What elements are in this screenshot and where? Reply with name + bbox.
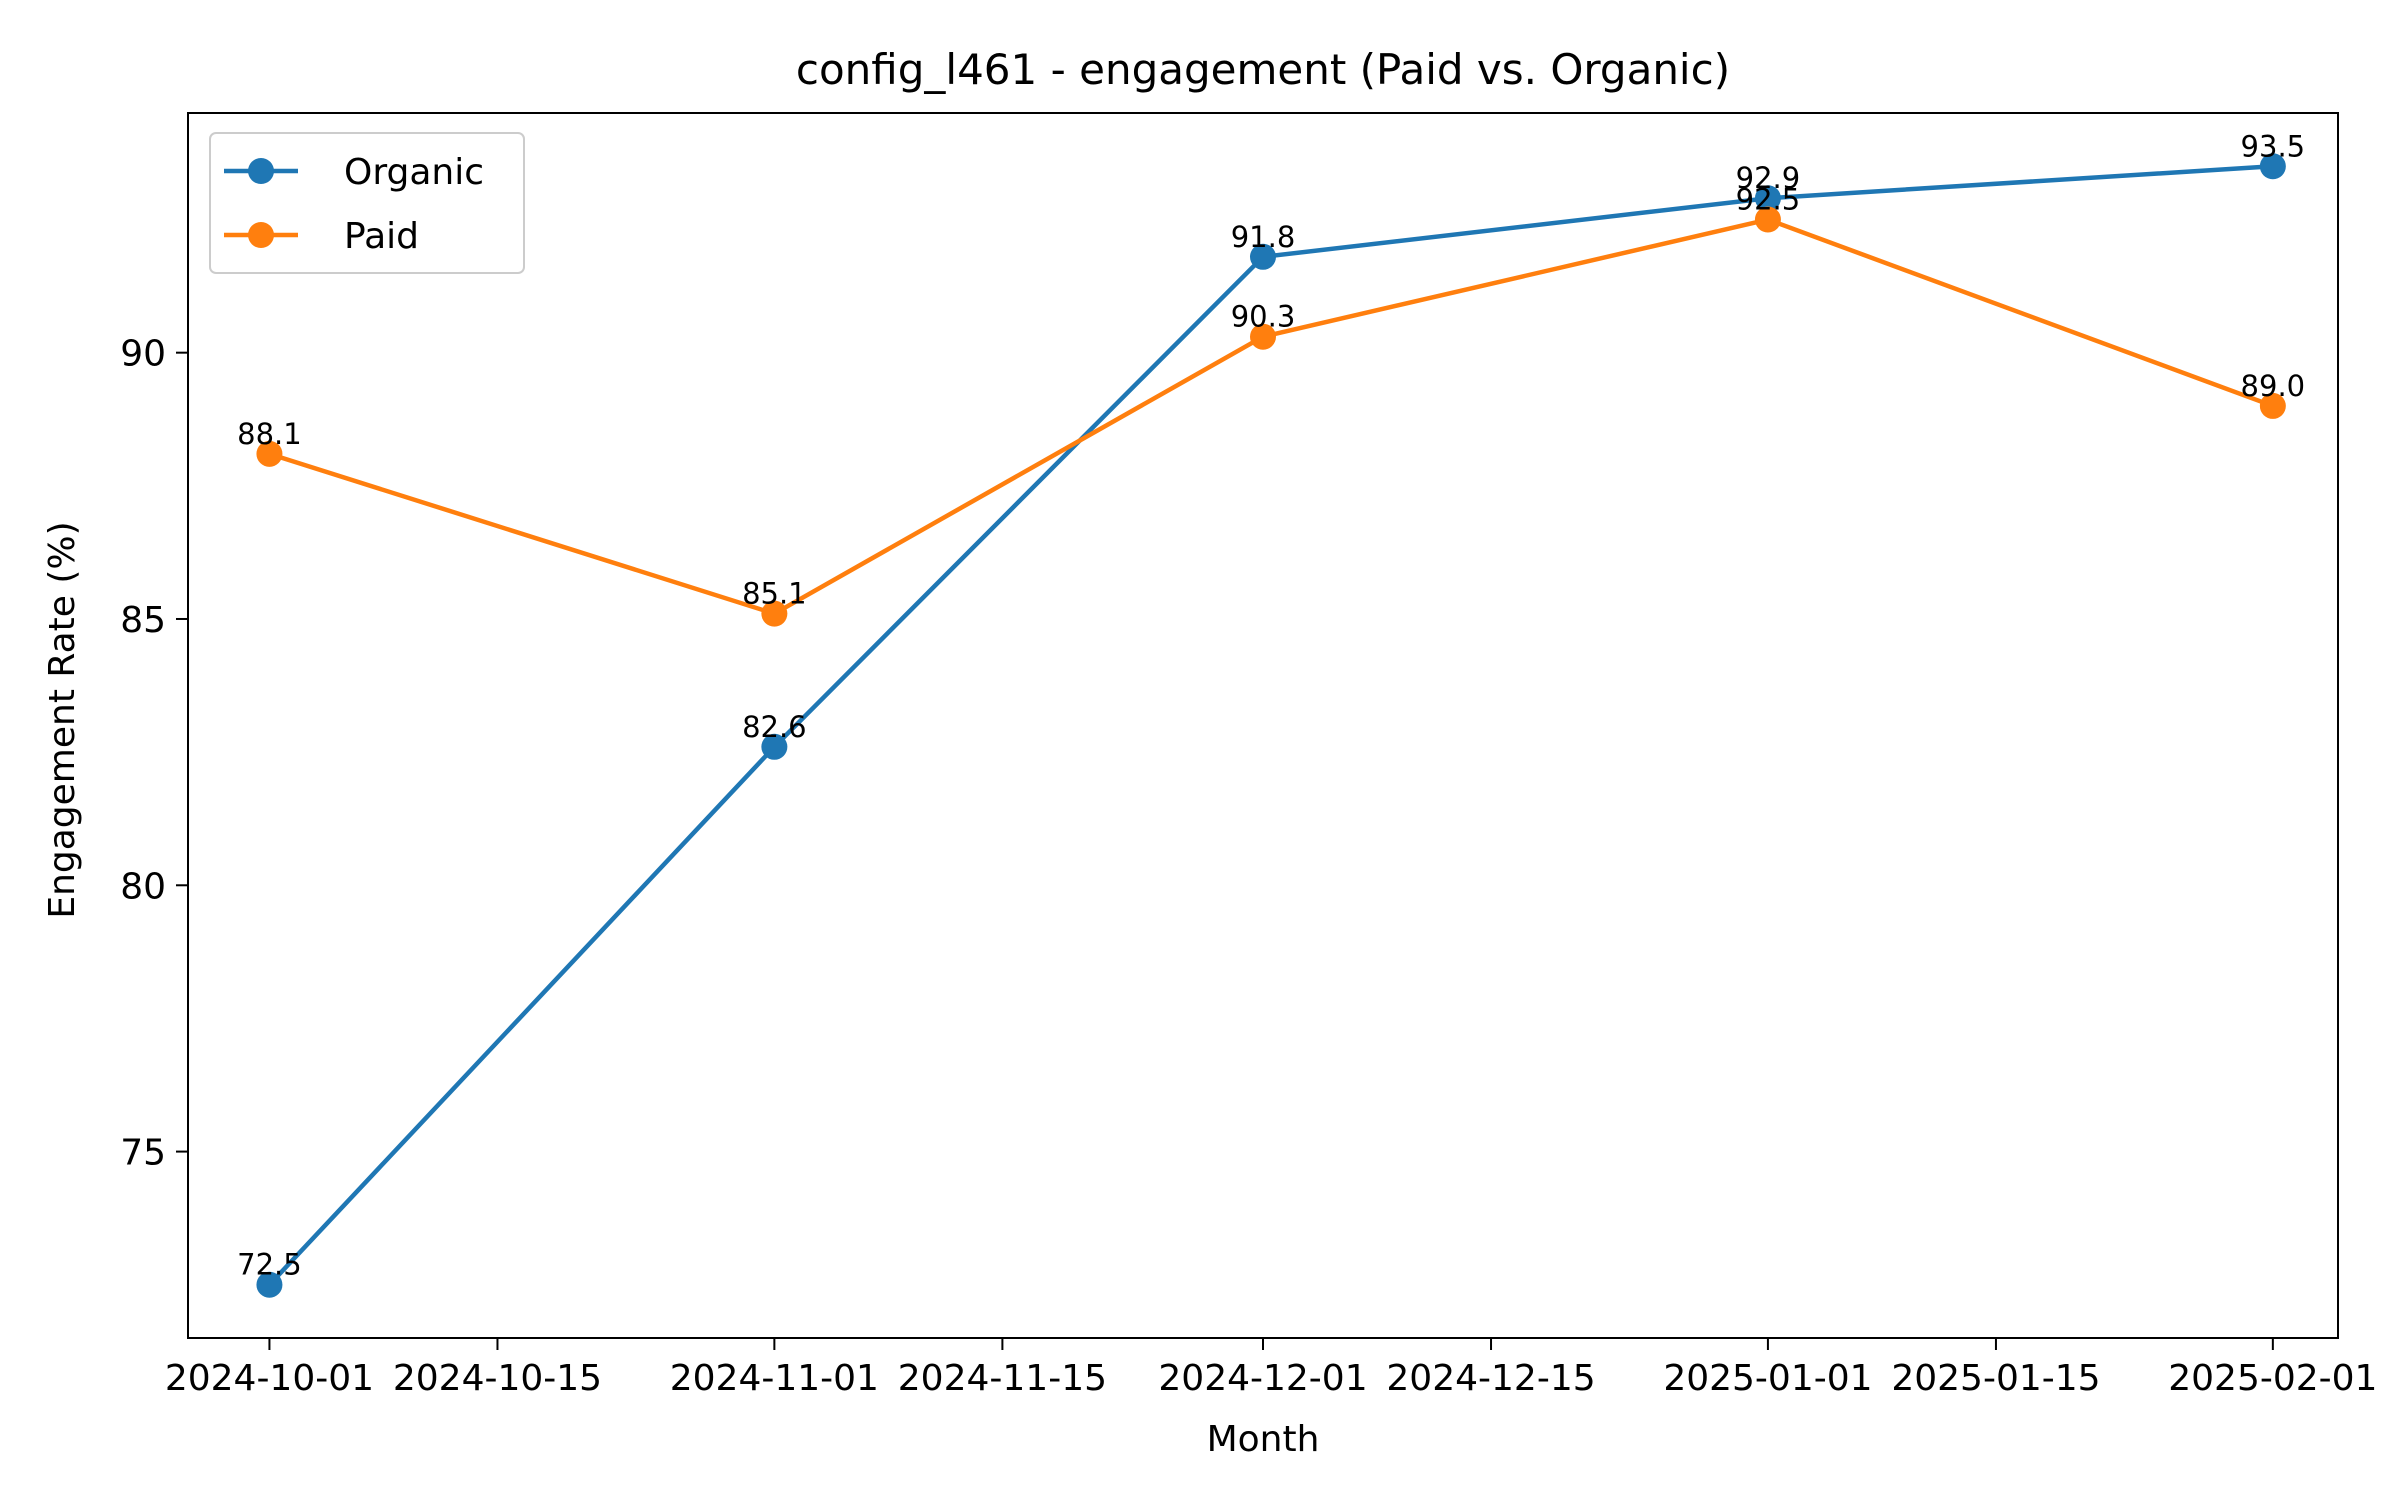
x-tick-label: 2024-11-01 xyxy=(670,1358,879,1399)
organic-data-point xyxy=(256,1271,283,1298)
legend-organic-marker xyxy=(248,158,274,184)
organic-data-point xyxy=(761,733,788,760)
x-tick-label: 2024-10-01 xyxy=(165,1358,374,1399)
y-tick-label: 75 xyxy=(120,1133,166,1174)
x-tick-label: 2024-11-15 xyxy=(898,1358,1107,1399)
y-tick-label: 90 xyxy=(120,334,166,375)
y-tick-label: 80 xyxy=(120,866,166,907)
organic-data-label: 92.9 xyxy=(1736,161,1801,195)
paid-data-label: 89.0 xyxy=(2241,369,2306,403)
organic-data-label: 91.8 xyxy=(1231,220,1296,254)
x-tick-label: 2024-12-01 xyxy=(1158,1358,1367,1399)
paid-data-point xyxy=(256,440,283,467)
y-axis-label: Engagement Rate (%) xyxy=(42,521,83,918)
legend-box xyxy=(209,132,525,274)
paid-data-label: 92.5 xyxy=(1736,183,1801,217)
paid-data-point xyxy=(1754,206,1781,233)
organic-data-point xyxy=(2259,153,2286,180)
legend-paid-marker xyxy=(248,222,274,248)
legend-paid-label: Paid xyxy=(344,216,419,257)
paid-data-label: 88.1 xyxy=(237,417,302,451)
x-tick-label: 2025-01-01 xyxy=(1663,1358,1872,1399)
paid-data-label: 90.3 xyxy=(1231,300,1296,334)
x-axis-label: Month xyxy=(1207,1419,1320,1460)
x-tick-label: 2025-02-01 xyxy=(2168,1358,2377,1399)
paid-data-label: 85.1 xyxy=(742,577,807,611)
legend-organic-label: Organic xyxy=(344,152,484,193)
x-tick-label: 2024-10-15 xyxy=(393,1358,602,1399)
organic-data-point xyxy=(1250,243,1276,270)
chart-title: config_l461 - engagement (Paid vs. Organ… xyxy=(796,45,1730,94)
x-tick-label: 2024-12-15 xyxy=(1386,1358,1595,1399)
paid-data-point xyxy=(2259,392,2286,419)
organic-data-label: 93.5 xyxy=(2241,129,2306,163)
organic-data-label: 82.6 xyxy=(742,710,807,744)
paid-data-point xyxy=(761,600,788,627)
organic-data-label: 72.5 xyxy=(237,1248,302,1282)
y-tick-label: 85 xyxy=(120,600,166,641)
organic-data-point xyxy=(1754,185,1781,212)
x-tick-label: 2025-01-15 xyxy=(1891,1358,2100,1399)
plot-area: 2024-10-01 2024-10-15 2024-11-01 2024-11-15… xyxy=(120,112,2377,1399)
paid-data-point xyxy=(1250,323,1276,350)
